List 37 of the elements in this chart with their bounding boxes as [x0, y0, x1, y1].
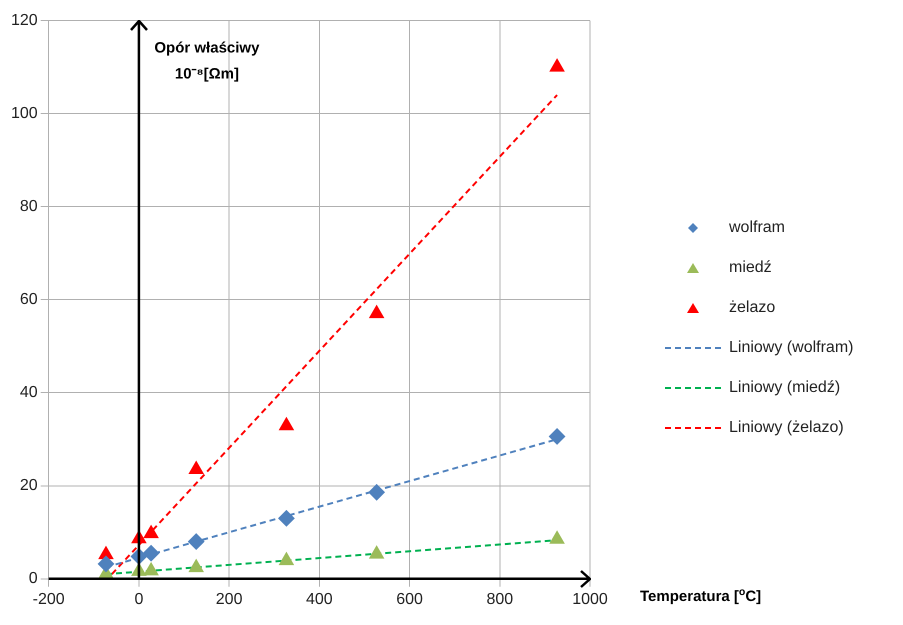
point	[368, 484, 385, 500]
legend-label: Liniowy (żelazo)	[729, 419, 844, 437]
point	[549, 428, 566, 444]
legend-label: Liniowy (miedź)	[729, 379, 840, 397]
x-tick-label: 800	[486, 590, 514, 608]
x-tick-label: 0	[134, 590, 144, 608]
point	[188, 534, 204, 550]
y-tick-label: 0	[28, 570, 38, 588]
x-tick-label: -200	[32, 590, 65, 608]
point	[189, 560, 204, 572]
legend-label: miedź	[729, 259, 772, 277]
point	[189, 461, 204, 474]
y-tick-label: 20	[20, 477, 38, 494]
y-tick-label: 80	[20, 198, 38, 216]
point	[144, 526, 158, 538]
point	[370, 306, 384, 318]
x-tick-label: 600	[396, 590, 424, 608]
x-tick-label: 200	[216, 590, 243, 608]
y-tick-label: 40	[20, 384, 38, 402]
point	[98, 556, 114, 572]
legend-label: Liniowy (wolfram)	[729, 339, 854, 357]
point	[550, 531, 564, 544]
x-tick-label: 400	[306, 590, 333, 608]
x-tick-label: 1000	[572, 590, 608, 608]
y-tick-label: 100	[10, 105, 38, 122]
y-tick-label: 120	[10, 12, 38, 30]
point	[279, 418, 294, 430]
point	[278, 510, 294, 526]
point	[144, 562, 158, 576]
legend-label: wolfram	[729, 219, 786, 237]
y-axis-title: Opór właściwy 10⁻⁸[Ωm]	[154, 40, 260, 83]
legend-label: żelazo	[729, 299, 776, 317]
point	[279, 552, 294, 566]
y-tick-label: 60	[20, 291, 38, 308]
point	[370, 546, 384, 559]
point	[143, 545, 160, 562]
point	[550, 59, 564, 72]
